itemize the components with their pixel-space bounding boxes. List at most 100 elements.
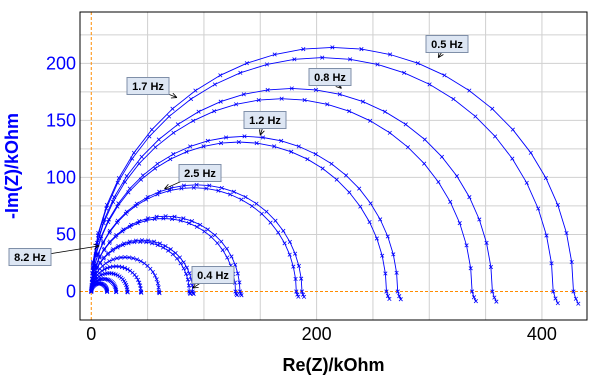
data-point [387, 296, 392, 302]
data-point [157, 241, 163, 246]
data-point [98, 236, 103, 241]
data-point [188, 96, 194, 102]
data-point [170, 106, 175, 111]
data-point [296, 263, 301, 269]
data-point [218, 99, 223, 104]
data-point [101, 247, 107, 253]
data-point [536, 206, 541, 211]
annotation-box [243, 111, 287, 129]
data-point [185, 277, 190, 282]
data-point [138, 177, 144, 182]
data-point [467, 88, 472, 93]
data-point [395, 289, 400, 294]
data-point [157, 291, 162, 296]
y-tick-label: 150 [46, 110, 76, 130]
annotation-box [191, 266, 235, 284]
data-point [347, 57, 353, 62]
data-point [126, 241, 131, 246]
data-point [163, 243, 168, 249]
y-tick-label: 100 [46, 167, 76, 187]
data-point [174, 256, 180, 261]
data-point [115, 273, 120, 278]
data-point [573, 296, 578, 301]
data-point [127, 255, 132, 260]
annotation-arrowhead [170, 92, 178, 99]
data-point [292, 57, 297, 62]
data-point [184, 265, 189, 270]
annotation-label: 0.8 Hz [314, 72, 346, 84]
data-point [138, 259, 143, 264]
data-point [191, 291, 196, 297]
data-point [291, 264, 296, 269]
annotation-box [8, 248, 52, 266]
data-point [105, 252, 110, 257]
data-point [238, 70, 243, 75]
data-point [378, 217, 383, 222]
data-point [368, 118, 373, 123]
data-point [464, 243, 469, 248]
data-point [139, 154, 144, 159]
data-point [360, 99, 366, 104]
data-point [156, 285, 161, 290]
data-point [237, 280, 242, 285]
data-point [181, 260, 186, 265]
data-point [300, 292, 306, 297]
data-point [299, 276, 304, 281]
data-point [289, 149, 294, 154]
data-point [488, 264, 493, 270]
data-point [302, 98, 307, 103]
series-line [89, 55, 560, 306]
annotation-box [178, 164, 222, 182]
data-point [115, 180, 120, 185]
data-point [282, 241, 287, 246]
x-tick-label: 400 [527, 324, 557, 344]
data-point [124, 174, 129, 179]
data-point [204, 186, 209, 191]
data-point [295, 292, 300, 297]
data-point [398, 297, 403, 302]
data-point [144, 240, 149, 245]
data-point [104, 206, 109, 211]
data-point [244, 61, 249, 66]
frequency-annotation: 1.2 Hz [243, 111, 287, 136]
data-point [229, 254, 234, 259]
data-point [281, 228, 286, 233]
data-point [152, 166, 158, 171]
data-point [181, 266, 186, 271]
data-point [154, 277, 159, 282]
data-point [147, 134, 152, 139]
data-point [218, 73, 223, 78]
data-point [224, 246, 229, 251]
y-axis-label: -Im(Z)/kOhm [2, 113, 22, 219]
data-point [564, 230, 569, 236]
data-point [212, 109, 217, 114]
data-point [494, 299, 499, 304]
data-point [119, 265, 125, 270]
data-point [205, 138, 210, 143]
series-line [89, 214, 244, 298]
data-point [179, 186, 184, 191]
data-point [107, 240, 112, 246]
data-point [576, 301, 581, 306]
data-point [186, 283, 192, 288]
data-point [553, 296, 558, 301]
annotation-label: 8.2 Hz [14, 252, 46, 264]
data-point [186, 221, 192, 226]
data-point [234, 102, 239, 107]
data-point [133, 203, 138, 209]
data-point [347, 190, 352, 195]
data-point [254, 141, 259, 146]
data-point [279, 138, 284, 143]
data-point [100, 276, 105, 282]
data-point [301, 294, 307, 299]
data-point [212, 82, 217, 87]
data-point [171, 152, 176, 157]
data-point [184, 149, 189, 154]
data-point [237, 289, 243, 294]
data-point [305, 157, 310, 162]
data-point [122, 265, 127, 271]
data-point [118, 255, 124, 260]
data-point [196, 109, 201, 114]
data-point [510, 127, 515, 132]
data-point [524, 180, 529, 185]
